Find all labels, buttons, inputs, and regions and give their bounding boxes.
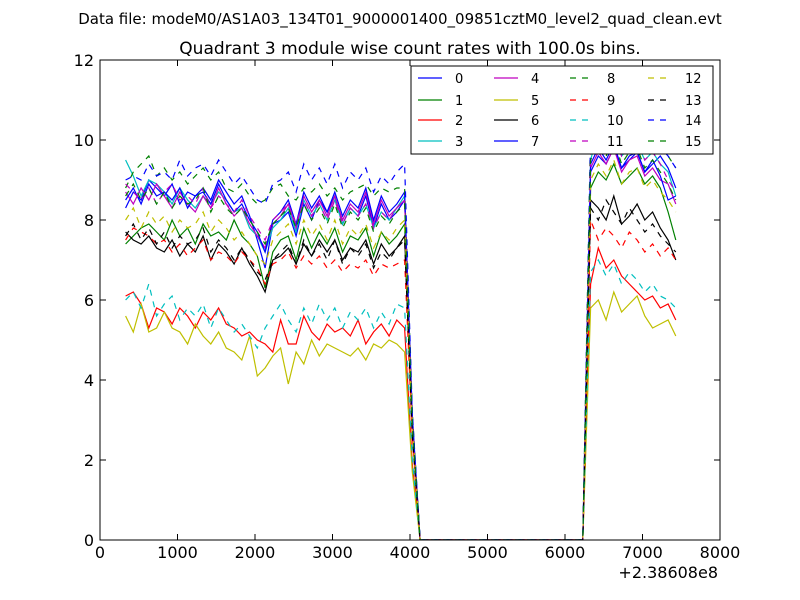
series-line-14 <box>125 114 677 540</box>
y-tick-label: 0 <box>84 531 94 550</box>
legend-label-11: 11 <box>607 135 624 150</box>
series-line-10 <box>125 258 677 540</box>
x-tick-label: 6000 <box>545 543 586 562</box>
chart-title: Quadrant 3 module wise count rates with … <box>179 39 640 59</box>
x-tick-label: 0 <box>95 543 105 562</box>
legend-label-8: 8 <box>607 72 615 87</box>
legend-label-1: 1 <box>455 94 463 109</box>
x-tick-label: 1000 <box>157 543 198 562</box>
y-tick-label: 8 <box>84 211 94 230</box>
series-line-8 <box>125 114 677 540</box>
x-offset-label: +2.38608e8 <box>618 563 718 582</box>
legend-label-13: 13 <box>685 94 702 109</box>
series-line-1 <box>125 162 677 540</box>
legend-label-9: 9 <box>607 94 615 109</box>
legend-label-10: 10 <box>607 114 624 129</box>
series-line-11 <box>125 130 677 540</box>
x-tick-label: 8000 <box>700 543 741 562</box>
y-tick-label: 10 <box>74 131 94 150</box>
y-tick-label: 2 <box>84 451 94 470</box>
series-layer <box>125 114 677 540</box>
legend-frame <box>410 65 714 155</box>
series-line-15 <box>125 138 677 540</box>
figure-suptitle: Data file: modeM0/AS1A03_134T01_90000014… <box>78 10 722 29</box>
legend-label-6: 6 <box>531 114 539 129</box>
x-tick-label: 5000 <box>467 543 508 562</box>
series-line-13 <box>125 198 677 540</box>
series-line-2 <box>125 245 677 540</box>
legend-label-15: 15 <box>685 135 702 150</box>
series-line-6 <box>125 193 677 540</box>
x-tick-label: 3000 <box>312 543 353 562</box>
legend-label-7: 7 <box>531 135 539 150</box>
legend-label-14: 14 <box>685 114 702 129</box>
legend-label-12: 12 <box>685 72 702 87</box>
y-tick-label: 4 <box>84 371 94 390</box>
legend-label-0: 0 <box>455 72 463 87</box>
legend-label-3: 3 <box>455 135 463 150</box>
legend-label-5: 5 <box>531 94 539 109</box>
series-line-0 <box>125 146 677 540</box>
x-tick-label: 2000 <box>235 543 276 562</box>
x-axis: 0 1000 2000 3000 4000 5000 6000 7000 8000 <box>95 60 740 562</box>
series-line-3 <box>125 130 677 540</box>
plot-area: 0 1000 2000 3000 4000 5000 6000 7000 8000 0 2 4 6 8 1… <box>74 51 741 582</box>
y-tick-label: 6 <box>84 291 94 310</box>
legend-label-4: 4 <box>531 72 539 87</box>
series-line-5 <box>125 290 677 540</box>
x-tick-label: 7000 <box>622 543 663 562</box>
x-tick-label: 4000 <box>390 543 431 562</box>
legend-label-2: 2 <box>455 114 463 129</box>
series-line-12 <box>125 158 677 540</box>
y-tick-label: 12 <box>74 51 94 70</box>
